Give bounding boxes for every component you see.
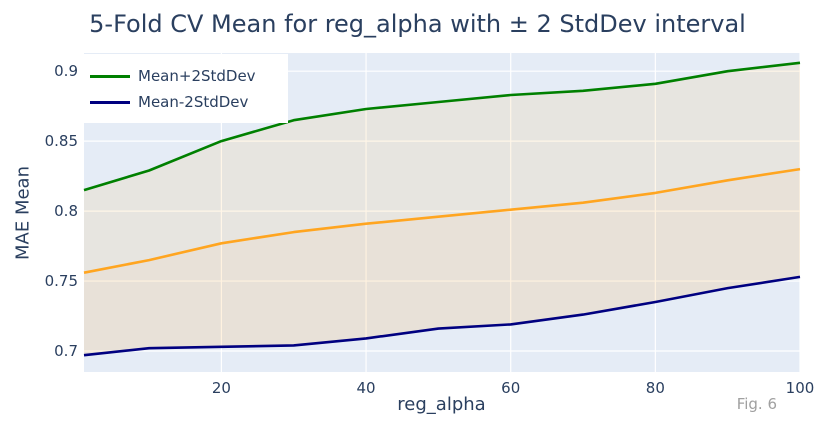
x-tick-label: 80 xyxy=(646,379,665,397)
legend: Mean+2StdDev Mean-2StdDev xyxy=(84,54,288,123)
chart-title: 5-Fold CV Mean for reg_alpha with ± 2 St… xyxy=(89,10,746,38)
series-line-lower xyxy=(83,275,801,357)
series-lines xyxy=(83,61,801,357)
legend-swatch-lower xyxy=(90,100,130,104)
x-tick-label: 100 xyxy=(786,379,815,397)
x-axis-label: reg_alpha xyxy=(397,394,486,415)
series-line-upper xyxy=(83,61,801,192)
y-axis-label: MAE Mean xyxy=(12,166,34,260)
y-tick-label: 0.7 xyxy=(54,342,78,360)
x-tick-label: 40 xyxy=(357,379,376,397)
gridlines xyxy=(84,53,801,372)
series-line-mean xyxy=(83,167,801,274)
legend-label-lower: Mean-2StdDev xyxy=(138,93,249,111)
x-tick-label: 60 xyxy=(501,379,520,397)
y-tick-label: 0.75 xyxy=(45,272,78,290)
band-upper-fill xyxy=(84,62,800,273)
interval-band xyxy=(84,62,800,356)
x-axis-ticks: 20 40 60 80 100 xyxy=(212,379,814,397)
figure-annotation: Fig. 6 xyxy=(736,395,777,413)
y-axis-ticks: 0.7 0.75 0.8 0.85 0.9 xyxy=(45,62,78,360)
y-tick-label: 0.9 xyxy=(54,62,78,80)
x-tick-label: 20 xyxy=(212,379,231,397)
y-tick-label: 0.85 xyxy=(45,132,78,150)
legend-swatch-upper xyxy=(90,74,130,78)
band-lower-fill xyxy=(84,169,800,356)
legend-item-upper[interactable]: Mean+2StdDev xyxy=(90,66,256,86)
legend-label-upper: Mean+2StdDev xyxy=(138,67,256,85)
legend-item-lower[interactable]: Mean-2StdDev xyxy=(90,92,248,112)
y-tick-label: 0.8 xyxy=(54,202,78,220)
